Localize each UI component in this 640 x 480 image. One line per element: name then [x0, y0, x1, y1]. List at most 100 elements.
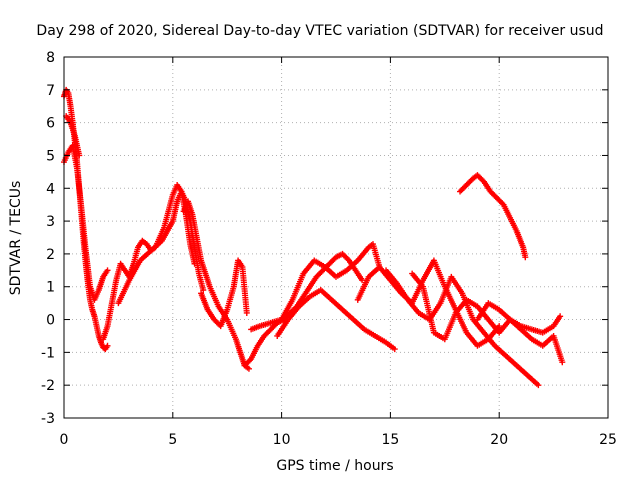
series-track-5 — [115, 188, 207, 307]
chart-title: Day 298 of 2020, Sidereal Day-to-day VTE… — [36, 23, 603, 39]
series-track-9 — [248, 241, 383, 333]
interpolated-points — [493, 344, 508, 358]
interpolated-points — [89, 308, 97, 318]
series-track-3 — [63, 113, 83, 159]
interpolated-points — [91, 315, 100, 328]
interpolated-points — [495, 196, 506, 207]
series-track-10 — [274, 287, 398, 353]
interpolated-points — [464, 176, 475, 187]
interpolated-points — [216, 305, 225, 315]
interpolated-points — [488, 189, 499, 200]
interpolated-points — [307, 275, 319, 289]
data-point — [104, 342, 111, 349]
interpolated-points — [497, 308, 512, 322]
interpolated-points — [501, 203, 513, 219]
interpolated-points — [83, 249, 93, 288]
interpolated-points — [476, 337, 490, 348]
interpolated-points — [464, 331, 480, 348]
interpolated-points — [341, 308, 355, 322]
interpolated-points — [101, 268, 110, 279]
interpolated-points — [520, 246, 528, 259]
interpolated-points — [78, 207, 89, 252]
interpolated-points — [449, 275, 464, 295]
series-track-4 — [100, 181, 198, 343]
interpolated-points — [198, 292, 210, 311]
data-point — [245, 365, 252, 372]
interpolated-points — [74, 167, 85, 209]
series-track-13 — [409, 270, 566, 366]
y-tick-label: 4 — [46, 181, 55, 197]
x-tick-label: 10 — [273, 432, 291, 448]
y-tick-label: -3 — [41, 411, 55, 427]
x-tick-label: 5 — [168, 432, 177, 448]
interpolated-points — [410, 272, 425, 289]
interpolated-points — [144, 242, 153, 252]
y-tick-label: 0 — [46, 313, 55, 329]
interpolated-points — [551, 334, 565, 364]
interpolated-points — [61, 88, 69, 98]
x-tick-label: 15 — [381, 432, 399, 448]
interpolated-points — [207, 285, 217, 298]
y-tick-label: -1 — [41, 345, 55, 361]
interpolated-points — [395, 282, 410, 302]
interpolated-points — [231, 259, 241, 288]
interpolated-points — [355, 275, 371, 301]
interpolated-points — [308, 288, 322, 299]
interpolated-points — [487, 301, 501, 312]
plot-frame — [63, 56, 609, 419]
interpolated-points — [205, 308, 217, 321]
interpolated-points — [138, 249, 153, 263]
interpolated-points — [290, 272, 306, 301]
interpolated-points — [233, 338, 243, 354]
y-tick-label: 2 — [46, 247, 55, 263]
interpolated-points — [136, 239, 145, 249]
series-track-1 — [61, 86, 111, 353]
interpolated-points — [159, 219, 175, 242]
interpolated-points — [179, 190, 188, 203]
y-tick-label: 8 — [46, 50, 55, 66]
interpolated-points — [194, 236, 204, 262]
interpolated-points — [262, 327, 273, 338]
interpolated-points — [218, 308, 230, 328]
interpolated-points — [229, 328, 239, 341]
series-track-15 — [457, 172, 529, 261]
interpolated-points — [351, 317, 366, 331]
interpolated-points — [541, 324, 555, 335]
interpolated-points — [384, 340, 397, 351]
data-series — [61, 86, 566, 389]
series-track-2 — [61, 142, 111, 303]
interpolated-points — [438, 275, 454, 305]
interpolated-points — [323, 265, 338, 279]
interpolated-points — [482, 180, 493, 193]
interpolated-points — [384, 268, 399, 285]
interpolated-points — [116, 279, 132, 305]
interpolated-points — [123, 268, 132, 279]
interpolated-points — [104, 302, 115, 328]
interpolated-points — [406, 298, 421, 315]
data-point — [559, 359, 566, 366]
interpolated-points — [301, 259, 316, 275]
interpolated-points — [64, 114, 73, 124]
interpolated-points — [514, 229, 526, 249]
interpolated-points — [65, 91, 74, 108]
data-point — [496, 323, 503, 330]
interpolated-points — [327, 255, 338, 266]
axis-ticks: 0 5 10 15 20 25 -3 -2 -1 0 1 2 3 4 5 6 7 8 — [41, 50, 617, 448]
interpolated-points — [471, 318, 486, 335]
interpolated-points — [275, 318, 290, 338]
interpolated-points — [212, 295, 221, 308]
interpolated-points — [183, 213, 193, 245]
y-tick-label: 5 — [46, 148, 55, 164]
interpolated-points — [100, 324, 110, 341]
interpolated-points — [314, 268, 325, 279]
interpolated-points — [236, 259, 245, 269]
interpolated-points — [519, 327, 534, 341]
interpolated-points — [157, 226, 167, 239]
data-point — [104, 267, 111, 274]
interpolated-points — [442, 312, 458, 341]
interpolated-points — [370, 243, 382, 268]
data-point — [243, 309, 250, 316]
interpolated-points — [471, 173, 479, 181]
interpolated-points — [530, 337, 544, 348]
interpolated-points — [432, 330, 446, 342]
